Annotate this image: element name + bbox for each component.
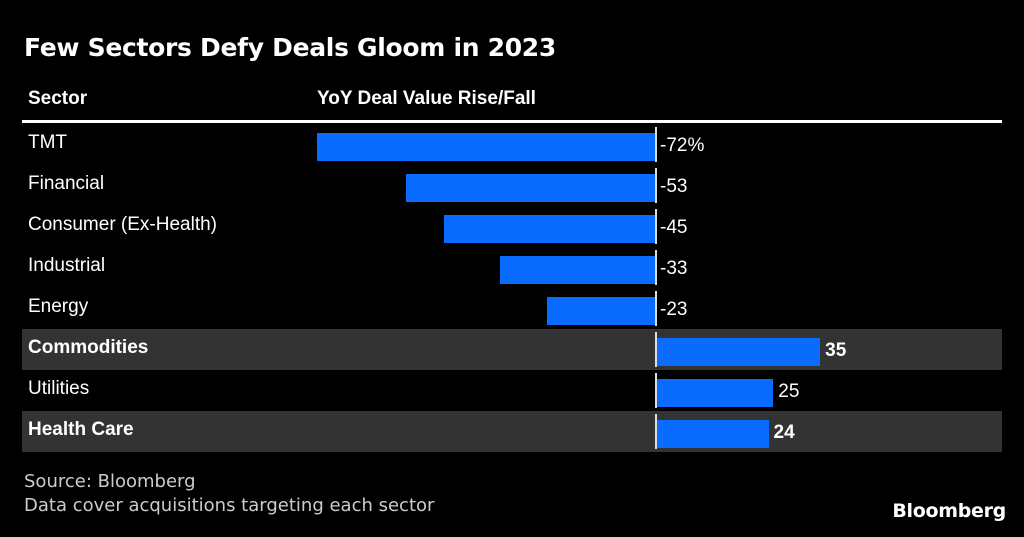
zero-axis-tick — [655, 127, 657, 162]
bar — [406, 174, 655, 202]
zero-axis-tick — [655, 414, 657, 449]
zero-axis-tick — [655, 209, 657, 244]
category-label: Utilities — [28, 378, 90, 399]
bar-row: Financial -53 — [22, 165, 1002, 206]
data-label: -23 — [660, 299, 688, 320]
category-label: Commodities — [28, 337, 149, 358]
bar-row: Utilities 25 — [22, 370, 1002, 411]
zero-axis-tick — [655, 373, 657, 408]
bar-row: TMT -72% — [22, 124, 1002, 165]
data-label: -45 — [660, 217, 688, 238]
zero-axis-tick — [655, 168, 657, 203]
data-label: -33 — [660, 258, 688, 279]
data-note: Data cover acquisitions targeting each s… — [24, 495, 435, 516]
category-label: Energy — [28, 296, 89, 317]
bar-row: Consumer (Ex-Health) -45 — [22, 206, 1002, 247]
category-label: Financial — [28, 173, 105, 194]
bar — [317, 133, 655, 161]
column-header-value: YoY Deal Value Rise/Fall — [317, 88, 536, 109]
bar — [656, 338, 821, 366]
header-rule — [22, 120, 1002, 123]
zero-axis-tick — [655, 332, 657, 367]
bar-row: Industrial -33 — [22, 247, 1002, 288]
data-label: 25 — [778, 381, 800, 402]
category-label: Consumer (Ex-Health) — [28, 214, 217, 235]
data-label: 24 — [773, 422, 795, 443]
data-label: -53 — [660, 176, 688, 197]
bar — [547, 297, 655, 325]
bar-row: Health Care 24 — [22, 411, 1002, 452]
bar — [656, 379, 774, 407]
bar — [500, 256, 655, 284]
bloomberg-logo: Bloomberg — [892, 500, 1006, 522]
bar — [656, 420, 769, 448]
bar-row: Energy -23 — [22, 288, 1002, 329]
source-note: Source: Bloomberg — [24, 471, 196, 492]
column-header-sector: Sector — [28, 88, 88, 109]
zero-axis-tick — [655, 291, 657, 326]
bar — [443, 215, 655, 243]
category-label: TMT — [28, 132, 68, 153]
bar-row: Commodities 35 — [22, 329, 1002, 370]
category-label: Industrial — [28, 255, 106, 276]
data-label: -72% — [660, 135, 705, 156]
data-label: 35 — [825, 340, 847, 361]
zero-axis-tick — [655, 250, 657, 285]
category-label: Health Care — [28, 419, 134, 440]
chart-title: Few Sectors Defy Deals Gloom in 2023 — [24, 33, 556, 62]
